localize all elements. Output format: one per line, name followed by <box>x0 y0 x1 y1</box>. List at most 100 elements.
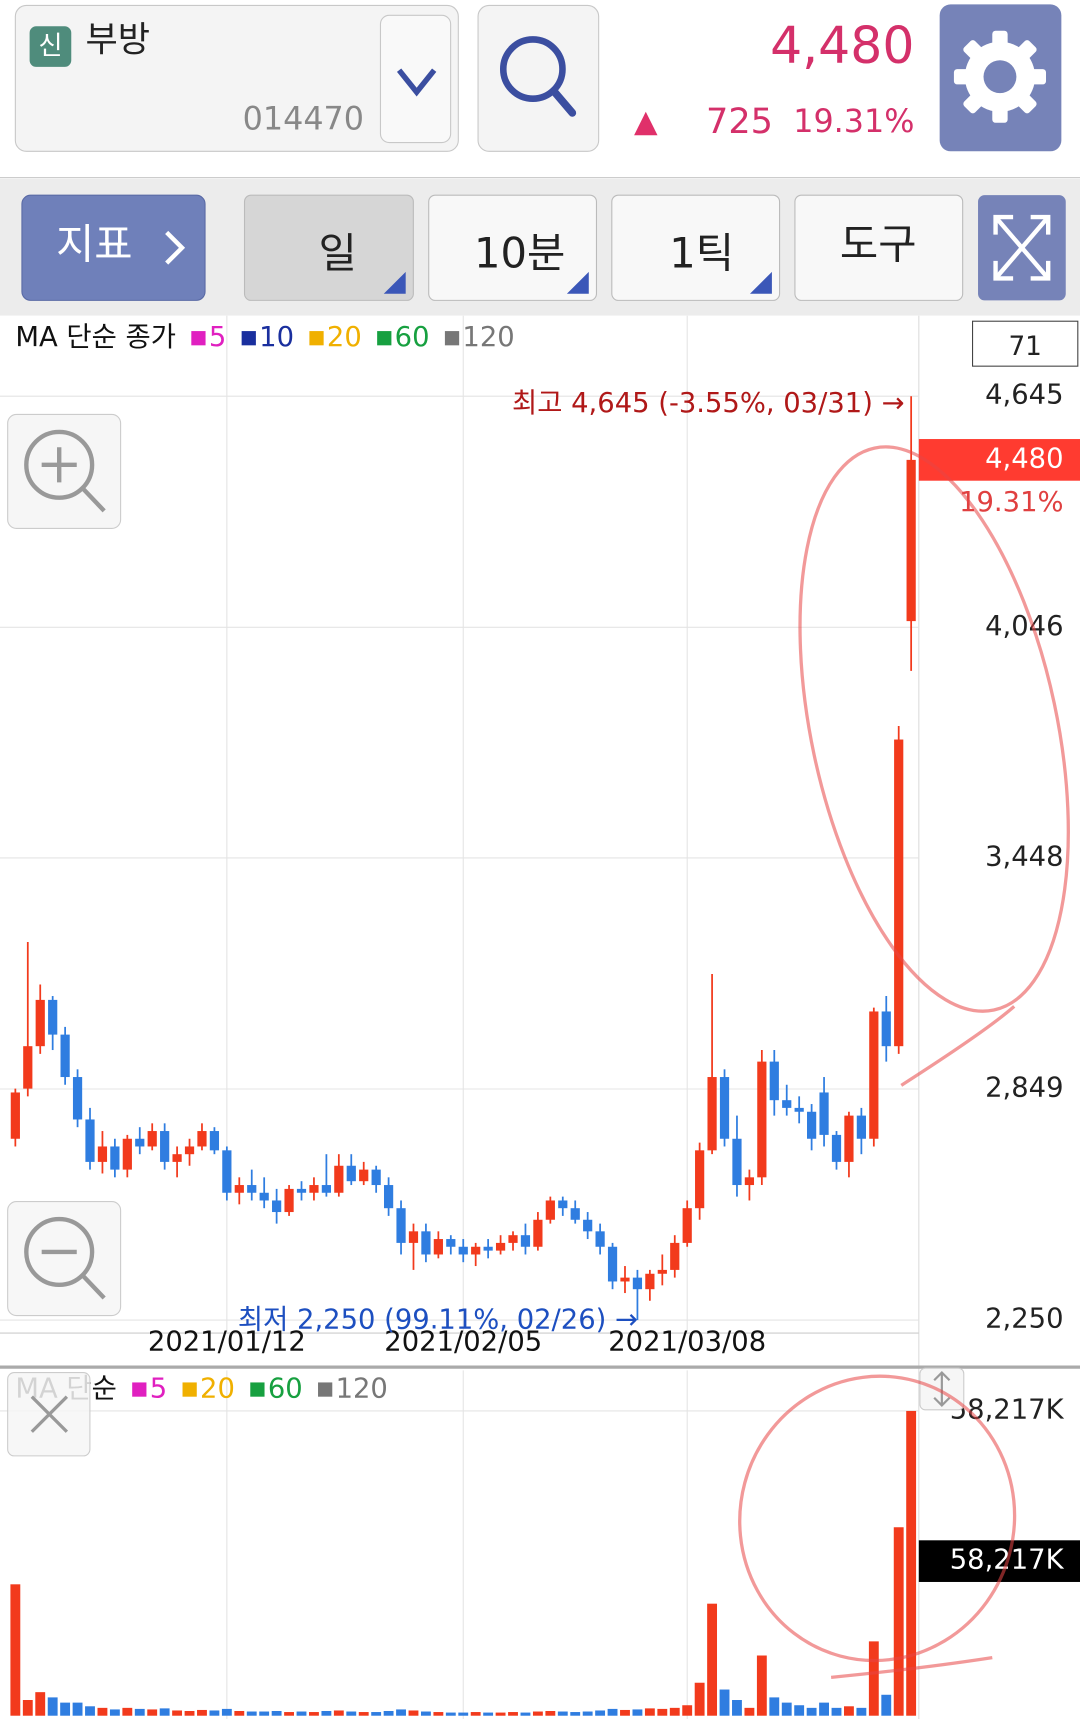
candle-body <box>645 1273 655 1290</box>
hand-drawn-stroke <box>830 1655 993 1679</box>
period-button[interactable] <box>243 194 414 301</box>
change-arrow: ▲ <box>634 104 658 139</box>
period-button[interactable] <box>611 194 781 301</box>
volume-bar <box>109 1709 120 1716</box>
candle-body <box>906 459 916 622</box>
volume-bar <box>669 1707 680 1716</box>
legend-entry: 5 <box>209 322 226 353</box>
volume-bar <box>97 1707 108 1716</box>
candle-body <box>769 1061 779 1101</box>
candle-body <box>682 1208 692 1243</box>
volume-bar <box>769 1697 780 1716</box>
volume-bar <box>396 1709 406 1716</box>
candle-body <box>894 739 904 1047</box>
last-price-label: 4,480 <box>985 443 1063 474</box>
volume-bar <box>159 1708 170 1716</box>
dropdown-icon <box>396 68 437 97</box>
candle-body <box>869 1011 879 1139</box>
candle-body <box>160 1131 170 1162</box>
candle-body <box>856 1115 866 1139</box>
volume-bar <box>433 1712 444 1716</box>
candle-body <box>97 1146 108 1162</box>
candle-body <box>695 1150 705 1209</box>
candle-body <box>147 1131 157 1147</box>
resize-icon <box>933 1371 951 1408</box>
candle-body <box>408 1231 419 1243</box>
candle-body <box>495 1242 506 1251</box>
volume-bar <box>271 1710 282 1716</box>
volume-bar <box>172 1710 183 1716</box>
last-change: 19.31% <box>959 487 1063 518</box>
volume-bar <box>458 1712 469 1716</box>
zoom-icon <box>41 447 106 513</box>
volume-bar <box>22 1700 33 1716</box>
candle-body <box>72 1077 83 1120</box>
volume-bar <box>644 1708 655 1716</box>
y-tick-label: 4,645 <box>985 380 1063 411</box>
candle-body <box>632 1277 643 1290</box>
corner-mark <box>749 271 772 294</box>
volume-bar <box>445 1712 456 1716</box>
change: 725 <box>706 101 773 142</box>
x-tick-label: 2021/03/08 <box>608 1326 766 1357</box>
stock-name: 부방 <box>86 20 151 61</box>
candle-body <box>383 1185 394 1209</box>
candle-body <box>371 1169 381 1186</box>
candle-body <box>471 1246 481 1255</box>
volume-bar <box>831 1707 842 1716</box>
candle-body <box>247 1185 257 1193</box>
volume-bar <box>408 1710 419 1716</box>
settings-icon <box>983 60 1017 94</box>
current-volume-box <box>918 1540 1080 1582</box>
volume-bar <box>595 1710 606 1716</box>
legend-entry: 10 <box>259 322 294 353</box>
candle-body <box>10 1092 20 1139</box>
volume-bar <box>483 1712 494 1716</box>
candle-body <box>657 1269 667 1274</box>
volume-bar <box>470 1712 481 1716</box>
legend-swatch <box>191 331 206 346</box>
candle-body <box>508 1235 518 1243</box>
period-button[interactable] <box>428 194 598 301</box>
close-icon <box>30 1395 69 1433</box>
volume-bar <box>420 1711 431 1716</box>
volume-bar <box>719 1689 730 1716</box>
volume-bar <box>906 1410 917 1716</box>
legend-entry: 120 <box>462 322 514 353</box>
hand-drawn-circle <box>798 445 1070 1013</box>
high-annotation: 최고 4,645 (-3.55%, 03/31) → <box>512 388 905 419</box>
candle-body <box>533 1219 543 1247</box>
low-annotation: 최저 2,250 (99.11%, 02/26) → <box>238 1305 638 1336</box>
button-label: 도구 <box>840 220 917 269</box>
candle-body <box>296 1188 307 1193</box>
stock-box[interactable] <box>14 4 459 152</box>
indicator-button[interactable] <box>21 194 206 301</box>
candle-body <box>719 1077 730 1139</box>
search-icon <box>499 36 566 102</box>
candle-body <box>197 1131 207 1147</box>
candle-body <box>234 1185 244 1193</box>
candle-body <box>222 1150 232 1193</box>
volume-bar <box>383 1710 394 1716</box>
button-label: 지표 <box>56 220 133 269</box>
volume-bar <box>545 1710 556 1716</box>
legend-swatch <box>250 1382 265 1397</box>
tools-button[interactable] <box>794 194 964 301</box>
dropdown-button[interactable] <box>379 14 452 144</box>
legend-swatch <box>318 1382 333 1397</box>
volume-bar <box>632 1709 643 1716</box>
volume-bar <box>756 1655 767 1716</box>
button-label: 일 <box>319 229 357 278</box>
legend-swatch <box>241 331 256 346</box>
volume-bar <box>607 1708 618 1716</box>
candle-body <box>396 1208 406 1243</box>
zoom-icon <box>24 1216 95 1288</box>
search-button[interactable] <box>477 4 600 152</box>
y-tick-label: 3,448 <box>985 841 1063 872</box>
volume-bar <box>221 1708 232 1716</box>
volume-bar <box>570 1712 581 1716</box>
candle-body <box>807 1111 817 1139</box>
candle-body <box>607 1246 618 1282</box>
candle-body <box>259 1192 269 1201</box>
